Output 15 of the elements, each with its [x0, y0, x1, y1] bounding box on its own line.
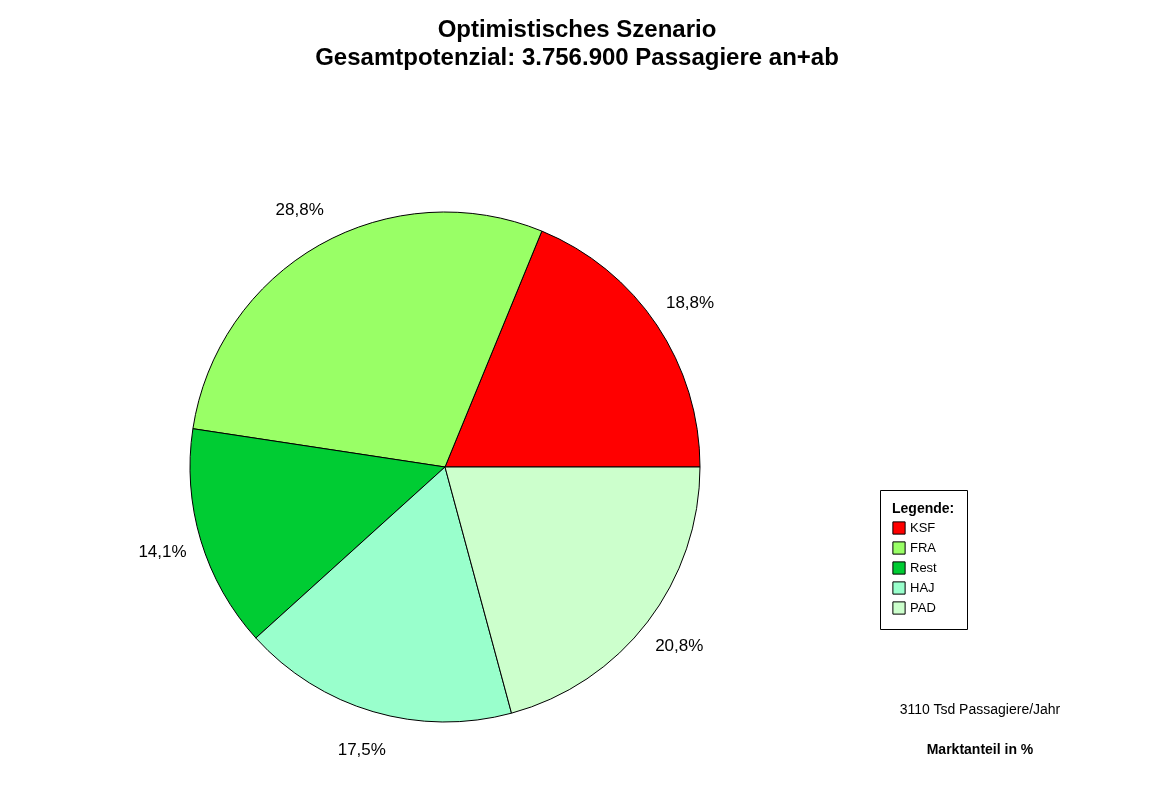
legend-label: KSF	[910, 520, 936, 535]
data-label: 17,5%	[337, 740, 386, 760]
data-label: 18,8%	[665, 292, 715, 312]
chart-subtitle: Gesamtpotenzial: 3.756.900 Passagiere an+ab	[315, 43, 839, 70]
data-label: 14,1%	[138, 541, 187, 561]
text: Marktanteil in %	[926, 741, 1034, 757]
text: 3110 Tsd Passagiere/Jahr	[899, 701, 1061, 717]
data-label: 20,8%	[655, 636, 704, 656]
legend-label: PAD	[910, 600, 936, 615]
legend-label: HAJ	[910, 580, 935, 595]
legend-label: FRA	[910, 540, 937, 555]
chart-title: Optimistisches Szenario	[437, 15, 717, 42]
legend-title: Legende:	[892, 500, 955, 516]
data-label: 28,8%	[275, 200, 324, 220]
legend-label: Rest	[910, 560, 938, 575]
